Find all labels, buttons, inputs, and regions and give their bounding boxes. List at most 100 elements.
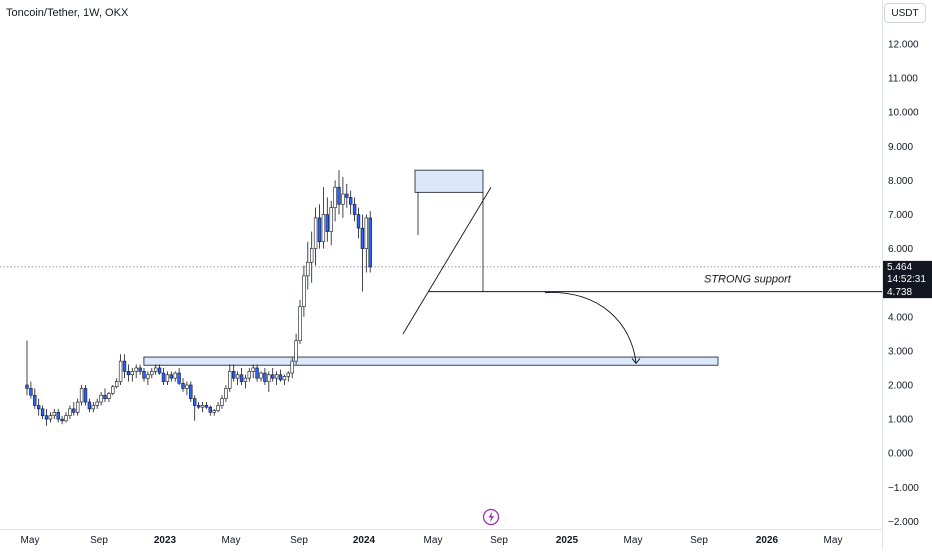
candle-body: [232, 371, 236, 379]
candle-body: [60, 418, 64, 422]
support-annotation: STRONG support: [704, 274, 792, 286]
arrow-head: [631, 358, 641, 365]
candle-body: [142, 371, 146, 379]
x-tick-label: May: [824, 535, 843, 546]
candle-body: [48, 415, 53, 420]
lines-layer: [0, 186, 882, 365]
x-tick-label: 2023: [154, 535, 177, 546]
y-tick-label: 10.000: [888, 108, 919, 119]
candle-body: [146, 374, 150, 379]
candle-body: [76, 401, 80, 413]
candle-body: [306, 261, 310, 277]
candle-body: [134, 367, 138, 372]
candle-body: [52, 411, 57, 416]
candle-body: [259, 372, 263, 379]
candle-body: [263, 372, 267, 382]
candle-body: [169, 374, 173, 379]
candle-body: [208, 406, 212, 413]
candle-body: [99, 394, 103, 403]
candle-body: [111, 386, 115, 394]
candle-body: [360, 227, 365, 249]
candle-body: [177, 372, 181, 384]
top-zone: [414, 169, 484, 193]
candles-layer: [25, 170, 372, 426]
candle-body: [290, 360, 294, 374]
candle-body: [107, 393, 111, 399]
x-tick-label: May: [424, 535, 443, 546]
candle-body: [87, 401, 92, 410]
candle-body: [115, 381, 119, 388]
currency-button[interactable]: USDT: [884, 3, 926, 23]
candle-body: [278, 374, 283, 381]
candle-body: [337, 186, 341, 205]
chart-title: Toncoin/Tether, 1W, OKX: [6, 7, 129, 19]
candle-body: [228, 371, 232, 389]
y-tick-label: 1.000: [888, 415, 913, 426]
candle-body: [309, 248, 314, 263]
support-price-label: 4.738: [887, 287, 912, 298]
candle-body: [181, 382, 185, 389]
candle-body: [196, 405, 201, 408]
candle-body: [224, 388, 228, 399]
candle-body: [154, 367, 158, 372]
y-tick-label: 8.000: [888, 176, 913, 187]
x-tick-label: May: [222, 535, 241, 546]
candle-body: [317, 217, 322, 243]
candle-body: [200, 405, 205, 408]
candle-body: [25, 384, 29, 389]
x-tick-label: Sep: [490, 535, 508, 546]
candle-body: [313, 217, 318, 249]
candle-body: [185, 384, 189, 389]
candle-body: [126, 371, 131, 376]
support-price-tag: 4.738: [883, 285, 932, 299]
x-tick-label: 2024: [353, 535, 376, 546]
candle-body: [68, 408, 72, 416]
candle-body: [282, 376, 287, 381]
candle-body: [165, 374, 170, 382]
candle-body: [345, 193, 349, 198]
candle-body: [286, 372, 290, 377]
x-tick-label: Sep: [90, 535, 108, 546]
candle-body: [321, 214, 326, 243]
x-tick-label: Sep: [290, 535, 308, 546]
y-tick-label: −1.000: [888, 483, 919, 494]
candle-body: [157, 367, 162, 374]
candle-body: [118, 360, 123, 382]
candle-body: [189, 384, 193, 399]
x-tick-label: Sep: [690, 535, 708, 546]
candle-body: [255, 367, 259, 379]
candle-body: [64, 415, 68, 422]
candle-body: [341, 193, 345, 205]
candle-body: [243, 377, 248, 382]
y-tick-label: 0.000: [888, 449, 913, 460]
candle-body: [138, 367, 142, 372]
lightning-icon[interactable]: [482, 508, 500, 526]
candle-body: [267, 374, 271, 382]
y-tick-label: 11.000: [888, 74, 918, 85]
candle-body: [216, 405, 220, 411]
candle-body: [173, 372, 177, 379]
x-tick-label: 2026: [756, 535, 779, 546]
candle-body: [239, 374, 244, 382]
candle-body: [79, 388, 84, 403]
candle-body: [103, 394, 107, 399]
candle-body: [29, 388, 33, 396]
candle-body: [36, 405, 41, 410]
candle-body: [364, 217, 368, 249]
projection-arrow: [544, 292, 637, 364]
candle-body: [348, 197, 353, 205]
last-price-label: 5.464: [887, 262, 912, 273]
candle-body: [122, 360, 127, 372]
x-axis: May Sep 2023 May Sep 2024 May Sep 2025 May Sep 2026…: [21, 535, 843, 546]
countdown-label: 14:52:31: [887, 274, 926, 285]
trend-line: [402, 186, 492, 335]
candle-body: [161, 372, 166, 382]
candle-body: [212, 410, 216, 413]
candle-body: [33, 394, 37, 406]
candle-body: [204, 405, 209, 408]
y-tick-label: 4.000: [888, 312, 913, 323]
y-tick-label: 3.000: [888, 346, 913, 357]
candle-body: [274, 374, 279, 379]
